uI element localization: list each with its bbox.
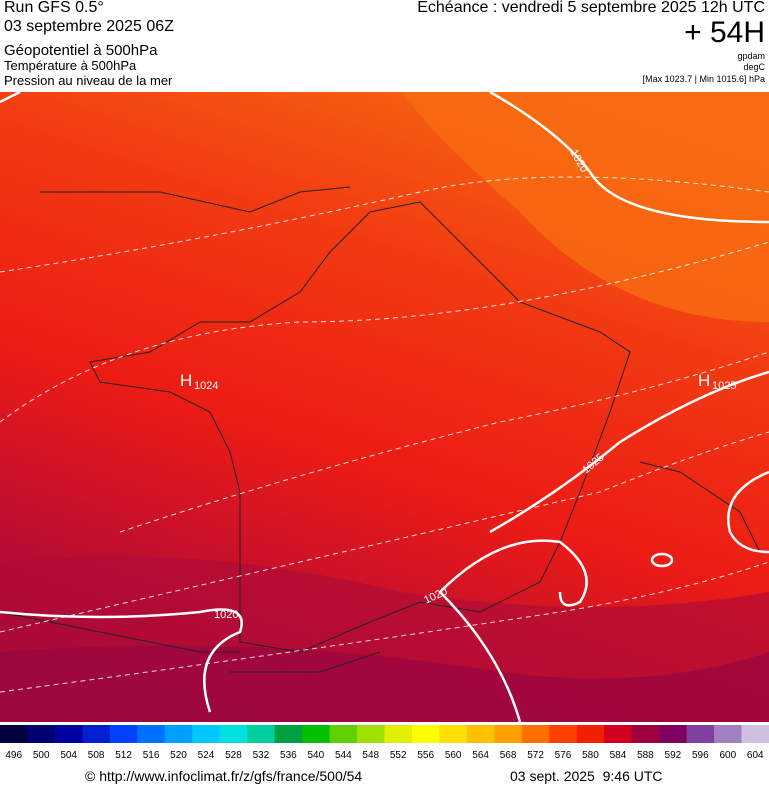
temperature-band: [0, 645, 769, 722]
timestamp: 03 sept. 2025 9:46 UTC: [510, 768, 663, 784]
legend-label: 596: [692, 750, 709, 761]
legend-label: 604: [747, 750, 764, 761]
isotherms: [0, 176, 769, 693]
pressure-range: [Max 1023.7 | Min 1015.6] hPa: [642, 74, 765, 84]
legend-swatch: [219, 725, 248, 743]
legend-label: 568: [500, 750, 517, 761]
legend-swatch: [576, 725, 605, 743]
legend-label: 496: [5, 750, 22, 761]
legend-label: 500: [33, 750, 50, 761]
run-title: Run GFS 0.5°: [4, 0, 104, 16]
isobars: [0, 92, 769, 722]
legend-label: 508: [88, 750, 105, 761]
forecast-time: Echéance : vendredi 5 septembre 2025 12h…: [417, 0, 765, 16]
legend-label: 564: [472, 750, 489, 761]
layer-label: Température à 500hPa: [4, 58, 137, 73]
color-legend: 496 500 504 508 512 516 520 524 528 532 536 540 544 5…: [0, 725, 769, 761]
legend-swatch: [54, 725, 83, 743]
legend-label: 512: [115, 750, 132, 761]
legend-swatch: [302, 725, 331, 743]
legend-swatch: [357, 725, 385, 743]
temperature-band: [400, 92, 769, 322]
legend-swatch: [27, 725, 56, 743]
legend-label: 520: [170, 750, 187, 761]
legend-swatch: [411, 725, 440, 743]
legend-label: 556: [417, 750, 434, 761]
run-date: 03 septembre 2025 06Z: [4, 18, 174, 35]
legend-swatch: [549, 725, 578, 743]
legend-label: 504: [60, 750, 77, 761]
unit-label: degC: [743, 62, 765, 72]
legend-swatch: [659, 725, 688, 743]
legend-swatch: [0, 725, 28, 743]
legend-label: 592: [665, 750, 682, 761]
legend-swatch: [714, 725, 743, 743]
legend-label: 524: [198, 750, 215, 761]
high-value: 1024: [194, 380, 218, 392]
legend-label: 532: [253, 750, 270, 761]
unit-label: gpdam: [737, 51, 765, 61]
lead-time: + 54H: [684, 16, 765, 49]
pressure-centers: H 1024 H 1025: [180, 371, 736, 392]
legend-swatch: [109, 725, 138, 743]
legend-label: 544: [335, 750, 352, 761]
legend-swatch: [274, 725, 303, 743]
legend-swatch: [439, 725, 468, 743]
coastlines: [0, 186, 761, 673]
legend-label: 580: [582, 750, 599, 761]
legend-swatch: [82, 725, 111, 743]
legend-label: 560: [445, 750, 462, 761]
legend-label: 540: [307, 750, 324, 761]
legend-swatch: [521, 725, 550, 743]
legend-swatch: [631, 725, 660, 743]
legend-swatch: [137, 725, 166, 743]
legend-swatch: [466, 725, 495, 743]
legend-label: 572: [527, 750, 544, 761]
legend-swatch: [192, 725, 221, 743]
legend-label: 548: [362, 750, 379, 761]
legend-label: 588: [637, 750, 654, 761]
legend-label: 584: [610, 750, 627, 761]
legend-label: 600: [719, 750, 736, 761]
source-url: © http://www.infoclimat.fr/z/gfs/france/…: [85, 768, 363, 784]
legend-swatch: [494, 725, 523, 743]
legend-swatch: [329, 725, 358, 743]
legend-label: 528: [225, 750, 242, 761]
legend-swatch: [741, 725, 769, 743]
high-value: 1025: [712, 380, 736, 392]
legend-label: 552: [390, 750, 407, 761]
legend-label: 576: [555, 750, 572, 761]
legend-label: 516: [143, 750, 160, 761]
legend-swatch: [247, 725, 276, 743]
legend-swatch: [164, 725, 193, 743]
layer-label: Géopotentiel à 500hPa: [4, 42, 158, 59]
isobar-label: 1020: [214, 609, 238, 621]
legend-swatch: [686, 725, 715, 743]
layer-label: Pression au niveau de la mer: [4, 73, 173, 88]
high-symbol: H: [180, 371, 192, 390]
legend-swatch: [384, 725, 413, 743]
legend-swatch: [604, 725, 633, 743]
high-symbol: H: [698, 371, 710, 390]
weather-map: 1020 1025 1020 1020 H 1024 H 1025: [0, 92, 769, 722]
legend-label: 536: [280, 750, 297, 761]
